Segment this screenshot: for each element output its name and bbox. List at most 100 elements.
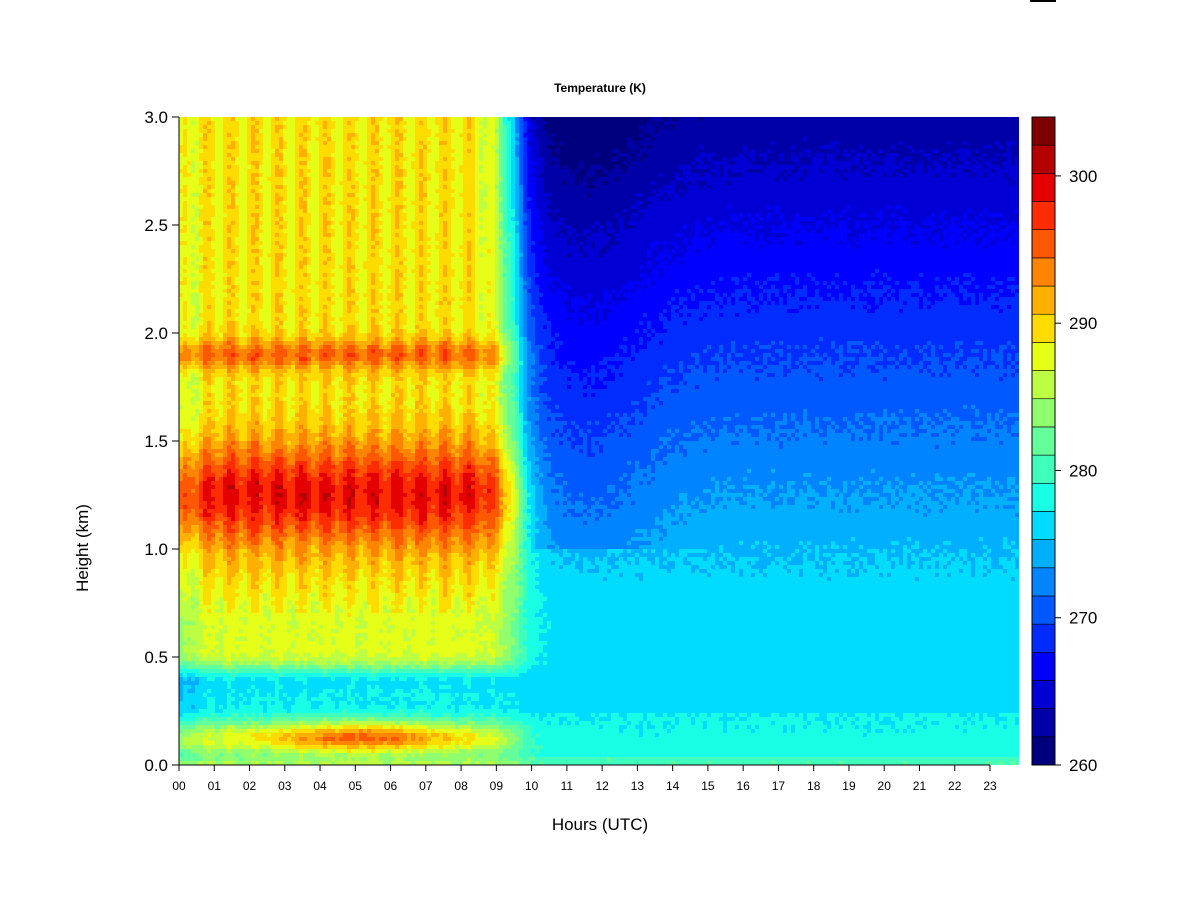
- heatmap-cell: [275, 525, 280, 530]
- heatmap-cell: [199, 669, 204, 674]
- heatmap-cell: [255, 181, 260, 186]
- heatmap-cell: [259, 525, 264, 534]
- heatmap-cell: [283, 341, 288, 346]
- heatmap-cell: [207, 605, 212, 610]
- heatmap-cell: [351, 721, 356, 726]
- heatmap-cell: [439, 341, 444, 346]
- heatmap-cell: [223, 733, 228, 746]
- heatmap-cell: [419, 709, 424, 718]
- heatmap-cell: [523, 337, 528, 422]
- heatmap-cell: [491, 669, 496, 674]
- heatmap-cell: [199, 377, 204, 382]
- heatmap-cell: [471, 597, 476, 602]
- heatmap-cell: [423, 713, 428, 718]
- heatmap-cell: [375, 541, 380, 558]
- heatmap-cell: [299, 317, 304, 322]
- heatmap-cell: [475, 349, 480, 362]
- heatmap-cell: [447, 729, 452, 734]
- heatmap-cell: [451, 393, 456, 398]
- heatmap-cell: [203, 649, 208, 658]
- heatmap-cell: [191, 385, 196, 390]
- heatmap-cell: [195, 433, 200, 454]
- heatmap-cell: [199, 481, 204, 510]
- heatmap-cell: [271, 669, 276, 674]
- heatmap-cell: [515, 341, 520, 374]
- heatmap-cell: [339, 221, 344, 226]
- heatmap-cell: [235, 117, 240, 122]
- heatmap-cell: [363, 633, 368, 642]
- heatmap-cell: [207, 413, 212, 418]
- heatmap-cell: [335, 629, 340, 634]
- heatmap-cell: [467, 513, 472, 530]
- heatmap-cell: [327, 233, 332, 238]
- heatmap-cell: [527, 129, 532, 134]
- heatmap-cell: [227, 137, 232, 146]
- heatmap-cell: [191, 277, 196, 282]
- heatmap-cell: [259, 225, 264, 230]
- heatmap-cell: [427, 245, 432, 250]
- heatmap-cell: [483, 669, 488, 674]
- heatmap-cell: [199, 177, 204, 186]
- heatmap-cell: [223, 365, 228, 370]
- heatmap-cell: [439, 117, 444, 142]
- heatmap-cell: [319, 537, 324, 554]
- heatmap-cell: [295, 661, 300, 666]
- heatmap-cell: [507, 365, 512, 426]
- heatmap-cell: [495, 533, 500, 554]
- heatmap-cell: [251, 545, 256, 554]
- heatmap-cell: [355, 529, 360, 546]
- heatmap-cell: [251, 361, 256, 366]
- heatmap-cell: [511, 673, 516, 678]
- heatmap-cell: [487, 253, 492, 282]
- heatmap-cell: [283, 253, 288, 258]
- heatmap-cell: [211, 481, 216, 486]
- heatmap-cell: [359, 729, 364, 734]
- heatmap-cell: [347, 169, 352, 182]
- heatmap-cell: [387, 661, 392, 666]
- heatmap-cell: [259, 309, 264, 322]
- heatmap-cell: [331, 665, 336, 670]
- heatmap-cell: [527, 201, 532, 210]
- heatmap-cell: [231, 749, 236, 762]
- heatmap-cell: [295, 665, 300, 670]
- heatmap-cell: [363, 729, 368, 734]
- heatmap-cell: [315, 729, 320, 738]
- heatmap-cell: [447, 709, 452, 714]
- heatmap-cell: [199, 281, 204, 294]
- heatmap-cell: [407, 717, 412, 722]
- heatmap-cell: [235, 469, 240, 490]
- heatmap-cell: [431, 717, 436, 722]
- heatmap-cell: [323, 761, 328, 765]
- heatmap-cell: [215, 369, 220, 378]
- heatmap-cell: [515, 565, 520, 570]
- heatmap-cell: [327, 669, 332, 674]
- heatmap-cell: [443, 485, 448, 498]
- heatmap-cell: [239, 717, 244, 722]
- heatmap-cell: [399, 749, 404, 754]
- heatmap-cell: [291, 433, 296, 450]
- heatmap-cell: [467, 585, 472, 594]
- heatmap-cell: [367, 117, 372, 334]
- heatmap-cell: [399, 745, 404, 750]
- heatmap-cell: [295, 529, 300, 534]
- heatmap-cell: [343, 333, 348, 342]
- heatmap-cell: [227, 393, 232, 398]
- heatmap-cell: [411, 169, 416, 202]
- heatmap-cell: [371, 181, 376, 186]
- heatmap-cell: [251, 397, 256, 430]
- heatmap-cell: [223, 725, 228, 730]
- heatmap-cell: [339, 269, 344, 294]
- heatmap-cell: [315, 737, 320, 742]
- heatmap-cell: [231, 449, 236, 454]
- heatmap-cell: [495, 473, 500, 478]
- heatmap-cell: [423, 529, 428, 538]
- heatmap-cell: [215, 417, 220, 422]
- heatmap-cell: [319, 329, 324, 334]
- heatmap-cell: [211, 649, 216, 654]
- heatmap-cell: [271, 337, 276, 342]
- heatmap-cell: [203, 425, 208, 438]
- heatmap-cell: [215, 605, 220, 610]
- heatmap-cell: [303, 189, 308, 198]
- heatmap-cell: [199, 325, 204, 338]
- heatmap-cell: [239, 609, 244, 618]
